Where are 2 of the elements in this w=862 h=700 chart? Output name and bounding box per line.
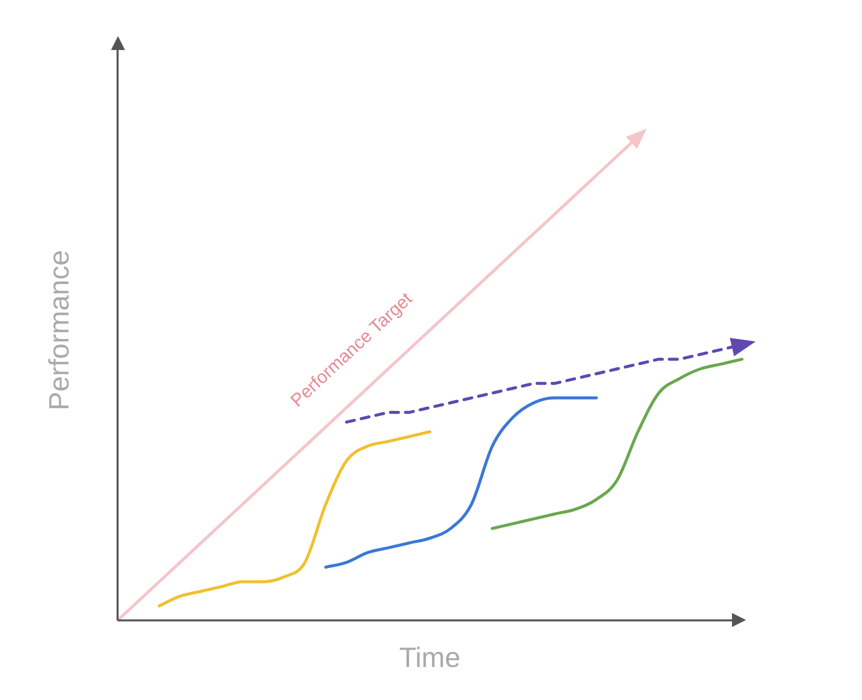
y-axis-title: Performance bbox=[44, 250, 75, 410]
x-axis-title: Time bbox=[399, 642, 460, 673]
